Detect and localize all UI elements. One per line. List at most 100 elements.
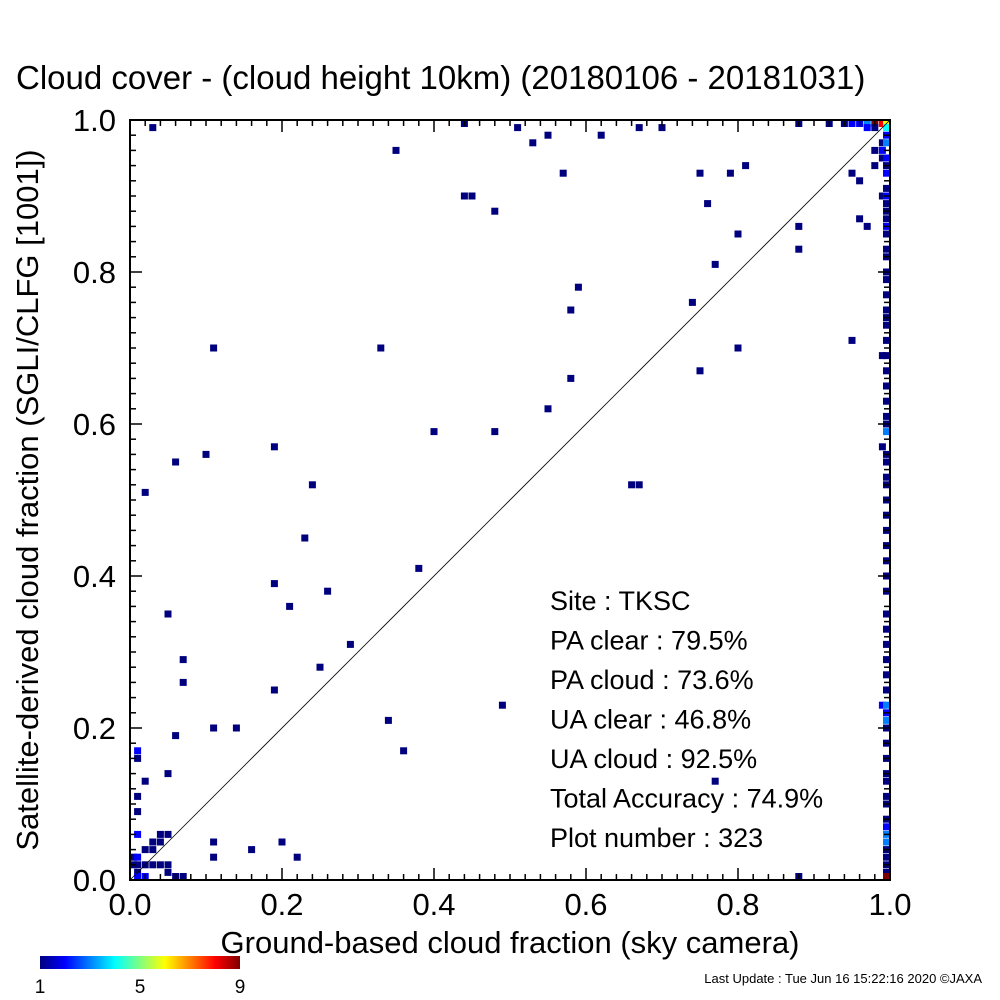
stat-site: Site : TKSC <box>550 586 691 616</box>
heatmap-cell <box>848 120 856 127</box>
heatmap-cell <box>704 200 712 208</box>
heatmap-cell <box>883 412 890 420</box>
heatmap-cell <box>210 344 218 352</box>
heatmap-cell <box>871 162 879 170</box>
x-tick-label: 1.0 <box>868 887 911 922</box>
heatmap-cell <box>734 230 742 238</box>
heatmap-cell <box>134 830 142 838</box>
heatmap-cell <box>696 367 704 375</box>
heatmap-cell <box>377 344 385 352</box>
heatmap-cell <box>726 169 734 177</box>
heatmap-cell <box>430 428 438 436</box>
heatmap-cell <box>248 846 256 854</box>
heatmap-cell <box>883 306 890 314</box>
heatmap-cell <box>149 861 157 869</box>
heatmap-cell <box>130 853 137 861</box>
heatmap-cell <box>883 139 890 147</box>
stat-ua-clear: UA clear : 46.8% <box>550 705 751 735</box>
y-tick-label: 0.2 <box>73 711 116 746</box>
heatmap-cell <box>883 382 890 390</box>
heatmap-cell <box>883 367 890 375</box>
heatmap-cell <box>883 792 890 800</box>
heatmap-cell <box>491 207 499 215</box>
heatmap-cell <box>301 534 309 542</box>
heatmap-cell <box>863 124 871 132</box>
heatmap-cell <box>711 260 719 268</box>
x-axis-label: Ground-based cloud fraction (sky camera) <box>221 925 800 960</box>
stat-pa-cloud: PA cloud : 73.6% <box>550 665 754 695</box>
heatmap-cell <box>883 701 890 709</box>
heatmap-cell <box>498 701 506 709</box>
heatmap-cell <box>883 428 890 436</box>
heatmap-cell <box>878 352 886 360</box>
heatmap-cell <box>878 154 886 162</box>
heatmap-cell <box>149 846 157 854</box>
heatmap-cell <box>883 853 890 861</box>
x-tick-label: 0.8 <box>716 887 759 922</box>
heatmap-cell <box>878 120 886 127</box>
heatmap-cell <box>286 602 294 610</box>
heatmap-cell <box>324 587 332 595</box>
heatmap-cell <box>883 686 890 694</box>
heatmap-cell <box>856 177 864 185</box>
heatmap-cell <box>597 131 605 139</box>
heatmap-cell <box>134 873 142 880</box>
heatmap-cell <box>172 458 180 466</box>
heatmap-cell <box>883 868 890 876</box>
heatmap-cell <box>883 625 890 633</box>
heatmap-cell <box>392 146 400 154</box>
x-tick-label: 0.4 <box>412 887 455 922</box>
chart-title: Cloud cover - (cloud height 10km) (20180… <box>16 59 865 96</box>
heatmap-cell <box>514 124 522 132</box>
last-update-text: Last Update : Tue Jun 16 15:22:16 2020 ©… <box>704 971 982 986</box>
heatmap-cell <box>164 861 172 869</box>
colorbar: 1 5 9 <box>35 956 246 998</box>
y-tick-label: 0.4 <box>73 559 116 594</box>
heatmap-cell <box>179 678 187 686</box>
heatmap-cell <box>883 276 890 284</box>
heatmap-cell <box>878 701 886 709</box>
heatmap-cell <box>883 291 890 299</box>
colorbar-tick-label: 9 <box>235 977 246 998</box>
heatmap-cell <box>202 450 210 458</box>
heatmap-cell <box>635 481 643 489</box>
heatmap-cell <box>734 344 742 352</box>
heatmap-cell <box>883 640 890 648</box>
heatmap-cell <box>293 853 301 861</box>
heatmap-cell <box>468 192 476 200</box>
y-tick-label: 0.0 <box>73 863 116 898</box>
heatmap-cell <box>210 724 218 732</box>
heatmap-cell <box>567 306 575 314</box>
heatmap-cell <box>149 838 157 846</box>
y-tick-label: 0.8 <box>73 255 116 290</box>
heatmap-cell <box>883 610 890 618</box>
stat-pa-clear: PA clear : 79.5% <box>550 626 748 656</box>
heatmap-cell <box>883 154 890 162</box>
heatmap-cell <box>883 124 890 132</box>
x-tick-label: 0.2 <box>260 887 303 922</box>
heatmap-cell <box>883 716 890 724</box>
heatmap-cell <box>871 124 879 132</box>
heatmap-cell <box>141 488 149 496</box>
heatmap-cell <box>544 131 552 139</box>
heatmap-cell <box>795 245 803 253</box>
stat-plot-number: Plot number : 323 <box>550 823 763 853</box>
heatmap-cell <box>384 716 392 724</box>
heatmap-cell <box>491 428 499 436</box>
heatmap-cell <box>883 352 890 360</box>
stat-total-accuracy: Total Accuracy : 74.9% <box>550 784 823 814</box>
heatmap-cell <box>210 853 218 861</box>
heatmap-cell <box>149 124 157 132</box>
heatmap-cell <box>878 146 886 154</box>
x-tick-label: 0.0 <box>108 887 151 922</box>
heatmap-cell <box>863 222 871 230</box>
heatmap-cell <box>883 336 890 344</box>
x-tick-label: 0.6 <box>564 887 607 922</box>
heatmap-cell <box>883 873 890 880</box>
colorbar-gradient <box>40 956 240 969</box>
heatmap-cell <box>559 169 567 177</box>
heatmap-cell <box>883 169 890 177</box>
heatmap-cell <box>156 861 164 869</box>
heatmap-cell <box>883 230 890 238</box>
